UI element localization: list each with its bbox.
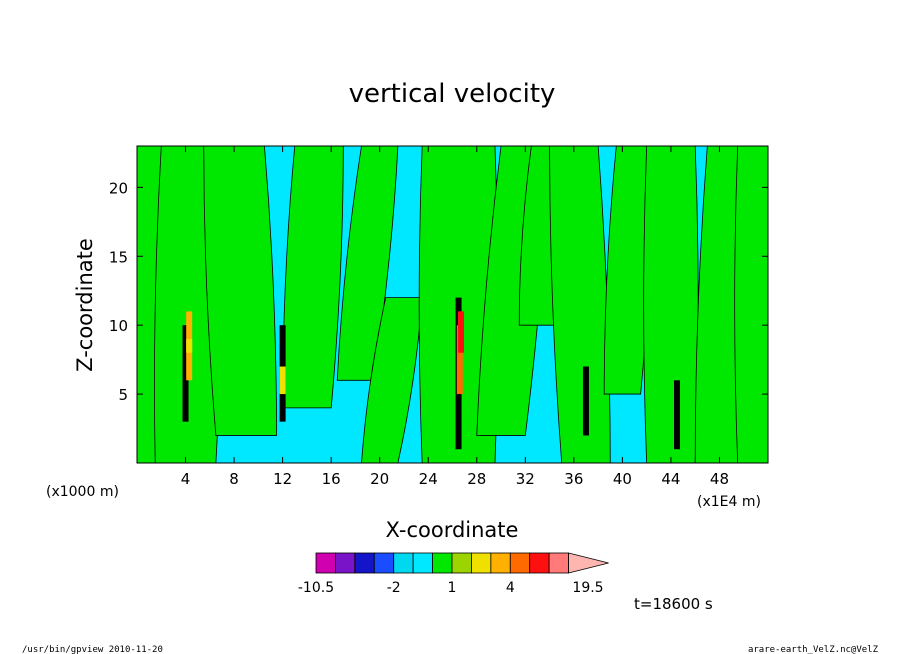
x-tick-label: 4 (181, 470, 191, 488)
velocity-core (582, 366, 589, 436)
colorbar-segment (471, 552, 492, 574)
plot-area (136, 145, 769, 464)
y-tick-label: 20 (109, 179, 128, 197)
x-unit-left: (x1000 m) (46, 484, 119, 500)
colorbar-segment (509, 552, 531, 574)
velocity-core (186, 338, 193, 353)
colorbar-segment (412, 552, 433, 574)
colorbar: -10.5 -2 1 4 19.5 (298, 552, 609, 596)
chart-title: vertical velocity (349, 79, 556, 109)
time-label: t=18600 s (634, 595, 713, 613)
y-axis-label: Z-coordinate (73, 238, 97, 372)
y-tick-label: 5 (118, 386, 128, 404)
colorbar-segment (373, 552, 395, 574)
x-tick-label: 20 (370, 470, 389, 488)
x-axis-label: X-coordinate (386, 518, 519, 542)
colorbar-segment (432, 552, 453, 574)
x-tick-label: 8 (229, 470, 239, 488)
velocity-core (182, 325, 189, 422)
y-tick-label: 15 (109, 248, 128, 266)
x-unit-right: (x1E4 m) (697, 494, 761, 510)
colorbar-label: 4 (506, 580, 515, 596)
plot-frame (136, 145, 769, 464)
velocity-core (673, 380, 680, 450)
updraft-band (643, 146, 699, 463)
x-tick-label: 28 (467, 470, 486, 488)
x-tick-label: 40 (613, 470, 632, 488)
velocity-field (137, 146, 768, 463)
y-axis: 5 10 15 20 (109, 179, 768, 404)
colorbar-label: -2 (387, 580, 401, 596)
y-tick-label: 10 (109, 317, 128, 335)
footer-left: /usr/bin/gpview 2010-11-20 (22, 645, 163, 654)
x-axis: 4 8 12 16 20 24 28 32 36 40 44 48 (181, 146, 729, 488)
colorbar-segment (315, 552, 336, 574)
velocity-core (457, 311, 464, 353)
colorbar-label: -10.5 (298, 580, 334, 596)
x-tick-label: 24 (419, 470, 438, 488)
updraft-band (203, 146, 277, 436)
x-tick-label: 44 (661, 470, 680, 488)
colorbar-segment (548, 552, 569, 574)
updraft-band (549, 146, 611, 463)
colorbar-segment (490, 552, 511, 574)
colorbar-segment (529, 552, 550, 574)
colorbar-segment (354, 552, 375, 574)
velocity-core (456, 325, 463, 395)
x-tick-label: 16 (322, 470, 341, 488)
colorbar-label: 1 (448, 580, 457, 596)
colorbar-arrow (568, 552, 609, 574)
colorbar-segment (335, 552, 356, 574)
colorbar-segment (393, 552, 414, 574)
x-tick-label: 48 (710, 470, 729, 488)
updraft-band (282, 146, 344, 409)
footer-right: arare-earth_VelZ.nc@VelZ (748, 645, 879, 654)
x-tick-label: 12 (273, 470, 292, 488)
x-tick-label: 32 (516, 470, 535, 488)
colorbar-label: 19.5 (572, 580, 603, 596)
velocity-core (279, 366, 286, 395)
colorbar-segment (451, 552, 472, 574)
x-tick-label: 36 (564, 470, 583, 488)
updraft-band (734, 146, 768, 463)
